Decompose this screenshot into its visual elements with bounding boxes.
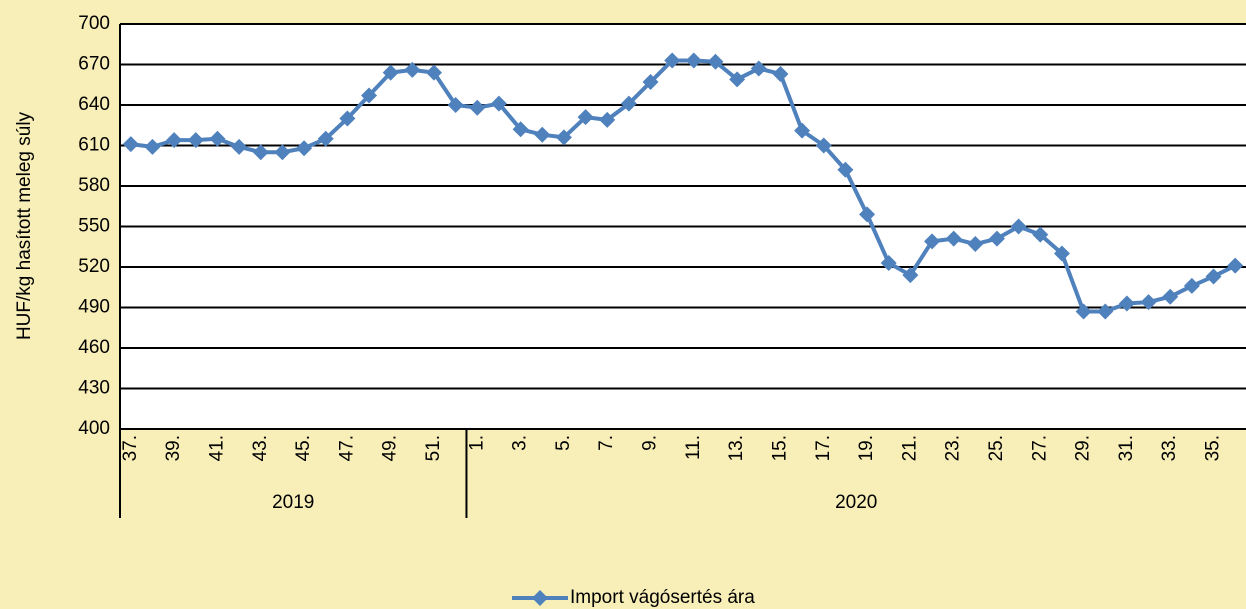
point bbox=[1010, 218, 1027, 235]
x-tick-label: 5. bbox=[553, 435, 574, 451]
point bbox=[1097, 303, 1114, 320]
y-axis-label: HUF/kg hasított meleg súly bbox=[14, 111, 35, 340]
point bbox=[447, 97, 464, 113]
y-tick-label: 580 bbox=[78, 175, 110, 196]
point bbox=[729, 71, 746, 88]
point bbox=[1118, 295, 1135, 312]
legend-label: Import vágósertés ára bbox=[570, 587, 755, 608]
group-label: 2020 bbox=[835, 492, 877, 513]
point bbox=[772, 65, 789, 82]
x-tick-label: 35. bbox=[1203, 435, 1224, 461]
point bbox=[166, 132, 183, 149]
point bbox=[144, 138, 161, 155]
point bbox=[859, 206, 876, 223]
group-label: 2019 bbox=[272, 492, 314, 513]
point bbox=[837, 161, 854, 178]
point bbox=[317, 130, 334, 147]
x-tick-label: 29. bbox=[1073, 435, 1094, 461]
x-tick-label: 23. bbox=[943, 435, 964, 461]
y-tick-label: 430 bbox=[78, 378, 110, 399]
x-tick-label: 45. bbox=[293, 435, 314, 461]
x-tick-label: 49. bbox=[380, 435, 401, 461]
point bbox=[187, 132, 204, 149]
x-tick-label: 7. bbox=[596, 435, 617, 451]
point bbox=[425, 64, 442, 81]
point bbox=[404, 61, 421, 78]
x-tick-label: 51. bbox=[423, 435, 444, 461]
x-tick-label: 9. bbox=[640, 435, 661, 451]
point bbox=[339, 110, 356, 127]
x-tick-label: 41. bbox=[206, 435, 227, 461]
y-tick-label: 460 bbox=[78, 337, 110, 358]
x-tick-label: 13. bbox=[726, 435, 747, 461]
x-tick-label: 43. bbox=[250, 435, 271, 461]
point bbox=[1053, 245, 1070, 262]
y-tick-label: 550 bbox=[78, 216, 110, 237]
y-tick-label: 700 bbox=[78, 13, 110, 34]
x-tick-label: 17. bbox=[813, 435, 834, 461]
point bbox=[794, 122, 811, 139]
point bbox=[555, 129, 572, 146]
x-tick-label: 15. bbox=[769, 435, 790, 461]
point bbox=[1162, 288, 1179, 305]
point bbox=[685, 52, 702, 69]
point bbox=[1227, 257, 1244, 274]
x-tick-label: 1. bbox=[466, 435, 487, 451]
point bbox=[296, 140, 313, 157]
x-tick-label: 21. bbox=[899, 435, 920, 461]
point bbox=[967, 236, 984, 253]
x-tick-label: 25. bbox=[986, 435, 1007, 461]
point bbox=[469, 99, 486, 116]
x-tick-label: 37. bbox=[120, 435, 141, 461]
x-tick-label: 33. bbox=[1159, 435, 1180, 461]
x-tick-label: 3. bbox=[510, 435, 531, 451]
y-tick-label: 400 bbox=[78, 418, 110, 439]
point bbox=[815, 137, 832, 154]
point bbox=[274, 144, 291, 161]
point bbox=[122, 136, 139, 153]
x-tick-label: 27. bbox=[1029, 435, 1050, 461]
point bbox=[707, 53, 724, 70]
point bbox=[1183, 277, 1200, 294]
point bbox=[750, 60, 767, 77]
point bbox=[924, 233, 941, 250]
point bbox=[1075, 303, 1092, 320]
series-line bbox=[130, 58, 1237, 314]
point bbox=[642, 74, 659, 91]
point bbox=[599, 111, 616, 128]
y-tick-label: 520 bbox=[78, 256, 110, 277]
y-tick-label: 640 bbox=[78, 94, 110, 115]
point bbox=[1205, 268, 1222, 285]
point bbox=[490, 95, 507, 112]
point bbox=[512, 121, 529, 138]
x-tick-label: 31. bbox=[1116, 435, 1137, 461]
point bbox=[1140, 294, 1157, 311]
point bbox=[231, 138, 248, 155]
point bbox=[209, 130, 226, 147]
point bbox=[577, 109, 594, 126]
point bbox=[534, 126, 551, 143]
point bbox=[945, 230, 962, 247]
point bbox=[252, 144, 269, 161]
point bbox=[664, 52, 681, 69]
point bbox=[880, 254, 897, 271]
y-tick-label: 610 bbox=[78, 135, 110, 156]
x-tick-label: 39. bbox=[163, 435, 184, 461]
point bbox=[988, 230, 1005, 247]
point bbox=[382, 64, 399, 81]
point bbox=[902, 267, 919, 284]
x-tick-label: 47. bbox=[336, 435, 357, 461]
y-tick-label: 670 bbox=[78, 54, 110, 75]
y-tick-label: 490 bbox=[78, 297, 110, 318]
legend-marker bbox=[532, 590, 548, 606]
x-tick-label: 19. bbox=[856, 435, 877, 461]
point bbox=[620, 95, 637, 112]
point bbox=[361, 87, 378, 104]
point bbox=[1032, 226, 1049, 243]
x-tick-label: 11. bbox=[683, 435, 704, 460]
